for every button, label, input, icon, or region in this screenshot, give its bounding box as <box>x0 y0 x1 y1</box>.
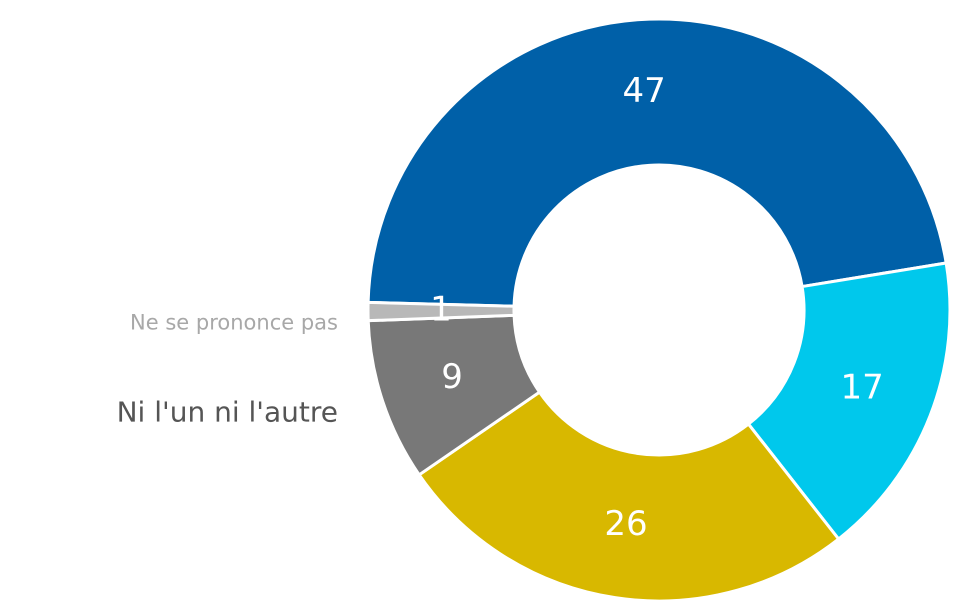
data-label: 26 <box>604 504 647 544</box>
slice <box>746 261 952 542</box>
slice <box>366 300 516 323</box>
slice <box>417 390 841 602</box>
data-label: 1 <box>430 290 452 330</box>
data-label: 17 <box>840 368 883 408</box>
data-label: 9 <box>441 357 463 397</box>
slice <box>366 17 948 308</box>
category-label: Ne se prononce pas <box>130 311 338 335</box>
data-label: 47 <box>623 71 666 111</box>
category-label: Ni l'un ni l'autre <box>117 395 338 428</box>
